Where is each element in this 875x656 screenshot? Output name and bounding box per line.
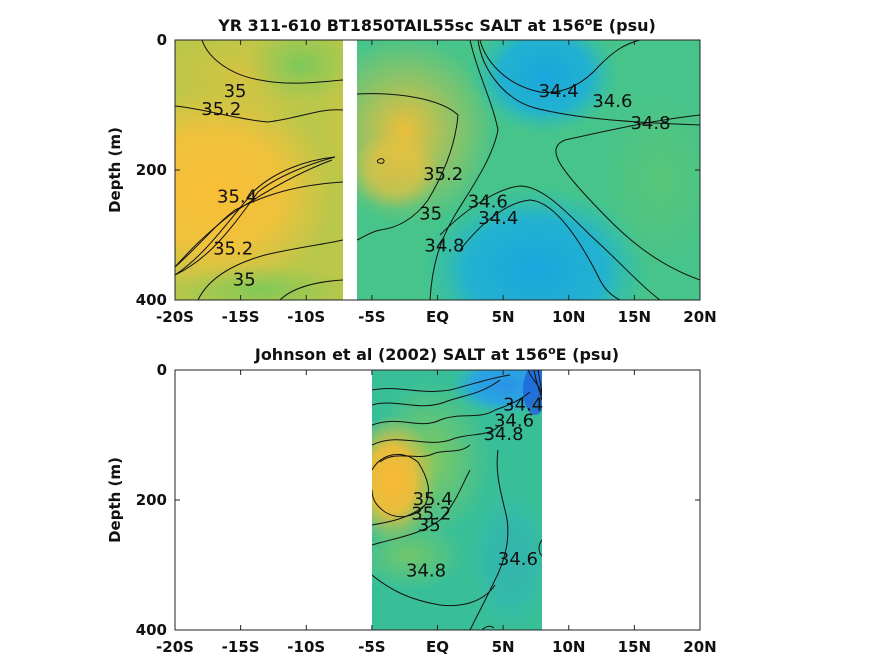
model-contour-lines [175,40,700,300]
contour-line [175,105,344,123]
observed-x-tick-label: -5S [358,638,385,656]
contour-line [481,625,495,630]
model-contour-label: 35.2 [201,99,241,120]
contour-line [372,504,426,526]
observed-contour-label: 35.2 [411,504,451,525]
model-y-tick-label: 0 [157,31,167,49]
model-contour-label: 34.8 [630,113,670,134]
model-y-axis-label: Depth (m) [106,127,124,213]
contour-line [372,469,471,546]
contour-line [479,40,641,93]
contour-line [555,114,700,281]
model-contour-label: 35.2 [213,239,253,260]
observed-contour-lines [372,370,542,630]
model-x-tick-label: EQ [426,308,449,326]
model-contour-label: 35 [224,81,247,102]
observed-contour-label: 34.8 [483,424,523,445]
model-contour-label: 34.6 [468,192,508,213]
contour-line [201,40,344,84]
contour-line [372,374,511,392]
observed-y-axis-label: Depth (m) [106,457,124,543]
model-panel-title: YR 311-610 BT1850TAIL55sc SALT at 156oE … [217,15,656,36]
model-contour-label: 34.6 [592,91,632,112]
contour-line [469,449,509,630]
observed-y-tick-label: 400 [136,621,167,639]
model-contour-label: 35 [419,203,442,224]
contour-line [527,370,542,396]
contour-line [372,379,501,407]
model-contour-label: 34.4 [478,208,518,229]
observed-panel-title: Johnson et al (2002) SALT at 156oE (psu) [254,344,619,365]
contour-line [376,158,385,164]
contour-line [175,156,336,276]
model-y-tick-label: 200 [136,161,167,179]
observed-x-tick-label: 5N [492,638,515,656]
contour-line [538,539,542,557]
model-x-tick-label: 10N [552,308,585,326]
observed-x-tick-label: 20N [683,638,716,656]
contour-line [372,424,501,446]
contour-line [533,370,542,401]
observed-contour-label: 35 [418,515,441,536]
model-contour-label: 35 [233,270,256,291]
contour-line [429,40,499,300]
contour-line [372,574,496,607]
contour-line [356,93,459,241]
model-contour-label: 34.4 [539,81,579,102]
contour-line [175,181,344,268]
observed-contour-label: 34.4 [503,394,543,415]
observed-contour-label: 34.8 [406,561,446,582]
model-contour-label: 35.2 [423,164,463,185]
observed-x-tick-label: -20S [156,638,194,656]
model-x-tick-label: 15N [618,308,651,326]
observed-contour-label: 34.6 [498,549,538,570]
model-x-tick-label: 20N [683,308,716,326]
observed-axis-ticks: -20S -15S -10S -5S EQ 5N 10N 15N 20N 0 200 400 [136,361,717,656]
observed-y-tick-label: 200 [136,491,167,509]
model-x-tick-label: -20S [156,308,194,326]
observed-salinity-field [372,370,542,630]
model-y-tick-label: 400 [136,291,167,309]
contour-line [537,370,542,393]
model-contour-label: 34.8 [424,235,464,256]
contour-line [477,40,700,126]
model-salinity-field [175,40,700,300]
observed-x-tick-label: -15S [222,638,260,656]
observed-x-tick-label: -10S [287,638,325,656]
contour-line [279,279,344,300]
contour-line [175,159,333,268]
contour-line [372,391,531,426]
observed-x-tick-label: EQ [426,638,449,656]
model-x-tick-label: -5S [358,308,385,326]
contour-line [459,199,621,300]
observed-contour-label: 34.6 [494,411,534,432]
observed-y-tick-label: 0 [157,361,167,379]
contour-line [197,239,344,300]
observed-contour-label: 35.4 [413,489,453,510]
model-axis-ticks: -20S -15S -10S -5S EQ 5N 10N 15N 20N 0 200 400 [136,31,717,326]
contour-line [439,185,661,300]
observed-x-tick-label: 10N [552,638,585,656]
model-contour-label: 35.4 [217,187,257,208]
contour-line [379,444,471,463]
model-x-tick-label: -10S [287,308,325,326]
model-x-tick-label: -15S [222,308,260,326]
observed-x-tick-label: 15N [618,638,651,656]
model-x-tick-label: 5N [492,308,515,326]
